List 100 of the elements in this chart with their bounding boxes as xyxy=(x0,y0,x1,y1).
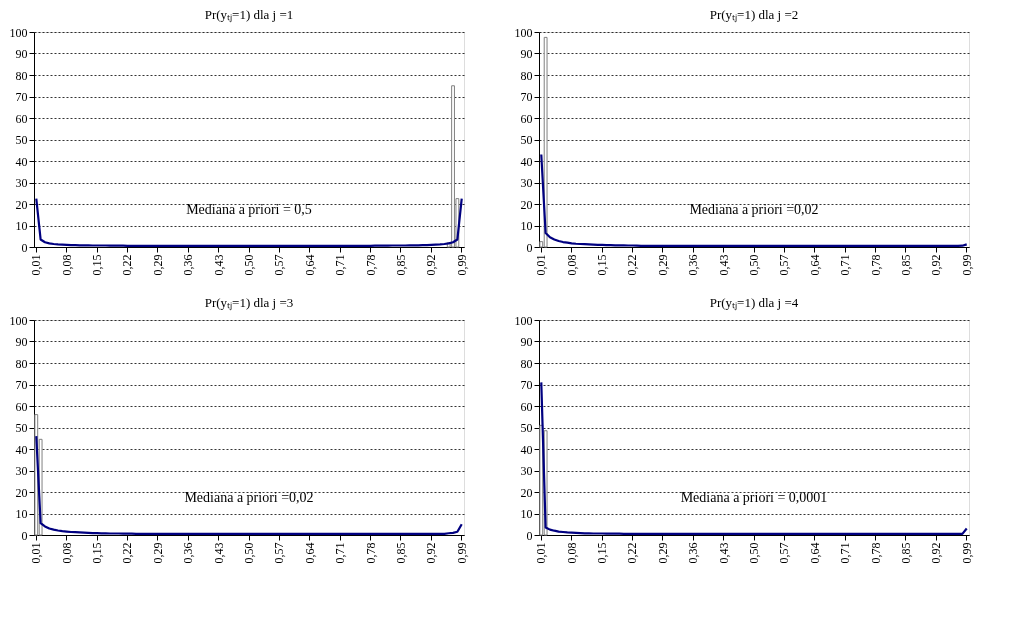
x-tick-label: 0,01 xyxy=(534,542,549,564)
x-tick-label: 0,43 xyxy=(716,542,731,564)
x-tick-label: 0,08 xyxy=(564,254,579,276)
y-tick-label: 20 xyxy=(15,485,28,500)
x-tick-label: 0,78 xyxy=(868,542,883,564)
y-tick-label: 30 xyxy=(520,464,533,478)
annotation: Mediana a priori =0,02 xyxy=(184,490,314,506)
x-tick-label: 0,99 xyxy=(454,254,469,276)
x-tick-label: 0,85 xyxy=(393,542,408,564)
x-tick-label: 0,92 xyxy=(424,254,439,276)
y-tick-label: 70 xyxy=(15,90,28,104)
x-tick-label: 0,78 xyxy=(868,254,883,276)
x-tick-label: 0,71 xyxy=(838,254,853,276)
y-tick-label: 80 xyxy=(520,356,533,371)
x-tick-label: 0,43 xyxy=(211,542,226,564)
x-tick-label: 0,64 xyxy=(807,542,822,564)
y-tick-label: 90 xyxy=(15,47,28,61)
y-tick-label: 90 xyxy=(520,335,533,349)
x-tick-label: 0,57 xyxy=(777,542,792,564)
y-tick-label: 70 xyxy=(520,378,533,392)
x-tick-label: 0,01 xyxy=(29,254,44,276)
x-tick-label: 0,64 xyxy=(302,254,317,276)
x-tick-label: 0,22 xyxy=(120,254,135,276)
y-tick-label: 40 xyxy=(15,154,28,169)
y-tick-label: 40 xyxy=(520,154,533,169)
y-tick-label: 60 xyxy=(520,111,533,126)
x-tick-label: 0,01 xyxy=(29,542,44,564)
x-tick-label: 0,92 xyxy=(929,542,944,564)
y-tick-label: 100 xyxy=(514,25,533,40)
y-tick-label: 80 xyxy=(520,68,533,83)
y-tick-label: 20 xyxy=(520,197,533,212)
y-tick-label: 60 xyxy=(520,399,533,414)
x-tick-label: 0,78 xyxy=(363,254,378,276)
x-tick-label: 0,85 xyxy=(898,542,913,564)
x-tick-label: 0,85 xyxy=(393,254,408,276)
x-tick-label: 0,15 xyxy=(595,542,610,564)
x-tick-label: 0,71 xyxy=(333,542,348,564)
y-tick-label: 10 xyxy=(15,219,28,233)
x-tick-label: 0,50 xyxy=(242,254,256,276)
x-tick-label: 0,50 xyxy=(242,542,256,564)
x-tick-label: 0,36 xyxy=(181,254,196,276)
y-tick-label: 30 xyxy=(15,176,28,190)
y-tick-label: 50 xyxy=(15,421,28,435)
x-tick-label: 0,99 xyxy=(454,542,469,564)
x-tick-label: 0,92 xyxy=(424,542,439,564)
chart-title: Pr(yₜⱼ=1) dla j =3 xyxy=(204,295,294,311)
x-tick-label: 0,71 xyxy=(838,542,853,564)
y-tick-label: 50 xyxy=(520,133,533,147)
y-tick-label: 10 xyxy=(520,219,533,233)
y-tick-label: 100 xyxy=(9,313,28,328)
x-tick-label: 0,29 xyxy=(655,542,670,564)
x-tick-label: 0,08 xyxy=(564,542,579,564)
x-tick-label: 0,99 xyxy=(959,254,974,276)
x-tick-label: 0,43 xyxy=(211,254,226,276)
y-tick-label: 100 xyxy=(514,313,533,328)
y-tick-label: 40 xyxy=(15,442,28,457)
y-tick-label: 90 xyxy=(15,335,28,349)
y-tick-label: 70 xyxy=(520,90,533,104)
y-tick-label: 90 xyxy=(520,47,533,61)
x-tick-label: 0,22 xyxy=(120,542,135,564)
x-tick-label: 0,22 xyxy=(625,542,640,564)
x-tick-label: 0,99 xyxy=(959,542,974,564)
chart-title: Pr(yₜⱼ=1) dla j =1 xyxy=(204,7,294,23)
annotation: Mediana a priori =0,02 xyxy=(689,202,819,218)
x-tick-label: 0,43 xyxy=(716,254,731,276)
y-tick-label: 20 xyxy=(15,197,28,212)
y-tick-label: 10 xyxy=(520,507,533,521)
y-tick-label: 70 xyxy=(15,378,28,392)
y-tick-label: 0 xyxy=(526,528,533,543)
y-tick-label: 0 xyxy=(526,240,533,255)
chart-title: Pr(yₜⱼ=1) dla j =4 xyxy=(709,295,799,311)
y-tick-label: 0 xyxy=(21,528,28,543)
x-tick-label: 0,50 xyxy=(747,542,761,564)
x-tick-label: 0,15 xyxy=(595,254,610,276)
x-tick-label: 0,57 xyxy=(272,254,287,276)
y-tick-label: 0 xyxy=(21,240,28,255)
x-tick-label: 0,15 xyxy=(90,542,105,564)
y-tick-label: 50 xyxy=(15,133,28,147)
x-tick-label: 0,29 xyxy=(150,254,165,276)
x-tick-label: 0,22 xyxy=(625,254,640,276)
x-tick-label: 0,36 xyxy=(686,542,701,564)
x-tick-label: 0,71 xyxy=(333,254,348,276)
annotation: Mediana a priori = 0,5 xyxy=(186,202,312,218)
y-tick-label: 50 xyxy=(520,421,533,435)
x-tick-label: 0,29 xyxy=(150,542,165,564)
annotation: Mediana a priori = 0,0001 xyxy=(680,490,828,506)
y-tick-label: 40 xyxy=(520,442,533,457)
x-tick-label: 0,36 xyxy=(686,254,701,276)
y-tick-label: 30 xyxy=(15,464,28,478)
x-tick-label: 0,64 xyxy=(302,542,317,564)
y-tick-label: 20 xyxy=(520,485,533,500)
x-tick-label: 0,29 xyxy=(655,254,670,276)
x-tick-label: 0,08 xyxy=(59,254,74,276)
x-tick-label: 0,92 xyxy=(929,254,944,276)
y-tick-label: 80 xyxy=(15,68,28,83)
x-tick-label: 0,64 xyxy=(807,254,822,276)
y-tick-label: 60 xyxy=(15,111,28,126)
x-tick-label: 0,15 xyxy=(90,254,105,276)
x-tick-label: 0,57 xyxy=(777,254,792,276)
chart-title: Pr(yₜⱼ=1) dla j =2 xyxy=(709,7,799,23)
